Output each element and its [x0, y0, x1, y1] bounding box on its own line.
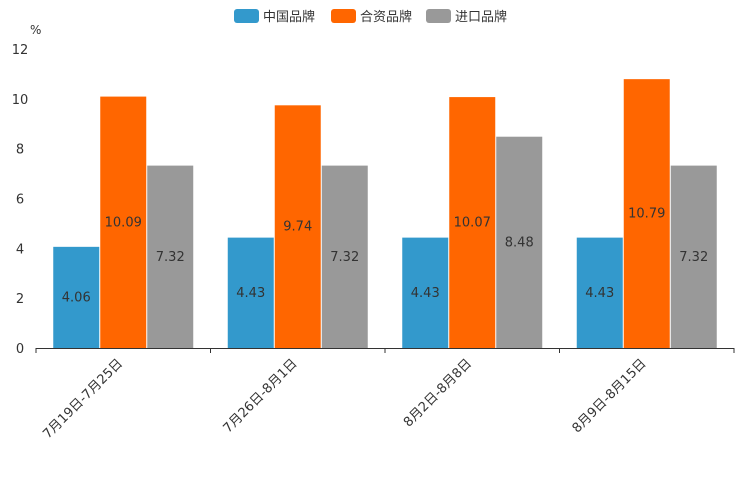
y-tick-label: 0 — [16, 342, 24, 357]
legend[interactable]: 中国品牌 合资品牌 进口品牌 — [234, 9, 507, 25]
bar-series2-cat4 — [623, 79, 670, 348]
x-tick-label: 8月2日-8月8日 — [401, 356, 475, 430]
bar-series1-cat3 — [402, 237, 449, 348]
bar-series1-cat1 — [53, 246, 100, 348]
data-label-series2-cat1: 10.09 — [105, 215, 142, 230]
y-axis-unit-label: % — [30, 23, 41, 37]
legend-swatch-3[interactable] — [426, 9, 451, 23]
bar-series2-cat3 — [449, 97, 496, 348]
data-label-series3-cat3: 8.48 — [505, 235, 534, 250]
data-label-series3-cat2: 7.32 — [330, 250, 359, 265]
x-tick-label: 7月19日-7月25日 — [40, 356, 126, 442]
data-label-series2-cat2: 9.74 — [283, 220, 312, 235]
legend-swatch-1[interactable] — [234, 9, 259, 23]
legend-label-2[interactable]: 合资品牌 — [360, 9, 412, 25]
bars: 4.06 10.09 7.32 4.43 9.74 7.32 4.43 10.07 8.48 4.… — [53, 79, 717, 348]
legend-label-1[interactable]: 中国品牌 — [263, 9, 315, 25]
data-label-series1-cat2: 4.43 — [236, 286, 265, 301]
y-tick-label: 10 — [12, 93, 29, 108]
data-label-series3-cat1: 7.32 — [156, 250, 185, 265]
bar-series2-cat1 — [100, 96, 147, 348]
y-tick-label: 8 — [16, 143, 24, 158]
x-tick-label: 8月9日-8月15日 — [570, 356, 650, 436]
y-tick-label: 2 — [16, 292, 24, 307]
bar-series3-cat1 — [147, 165, 194, 348]
legend-swatch-2[interactable] — [331, 9, 356, 23]
data-label-series2-cat4: 10.79 — [628, 207, 665, 222]
x-tick-label: 7月26日-8月1日 — [221, 356, 301, 436]
bar-series3-cat3 — [496, 136, 543, 348]
bar-series2-cat2 — [274, 105, 321, 348]
data-label-series1-cat3: 4.43 — [411, 286, 440, 301]
bar-series1-cat4 — [576, 237, 623, 348]
data-label-series2-cat3: 10.07 — [454, 216, 491, 231]
data-label-series3-cat4: 7.32 — [679, 250, 708, 265]
y-tick-label: 6 — [16, 193, 24, 208]
x-axis: 7月19日-7月25日 7月26日-8月1日 8月2日-8月8日 8月9日-8月15日 — [35, 348, 735, 442]
y-tick-label: 12 — [12, 43, 29, 58]
y-tick-label: 4 — [16, 242, 24, 257]
data-label-series1-cat4: 4.43 — [585, 286, 614, 301]
data-label-series1-cat1: 4.06 — [62, 290, 91, 305]
bar-series3-cat4 — [670, 165, 717, 348]
y-axis: 0 2 4 6 8 10 12 — [12, 43, 29, 357]
legend-label-3[interactable]: 进口品牌 — [455, 9, 507, 25]
bar-series1-cat2 — [227, 237, 274, 348]
bar-series3-cat2 — [321, 165, 368, 348]
